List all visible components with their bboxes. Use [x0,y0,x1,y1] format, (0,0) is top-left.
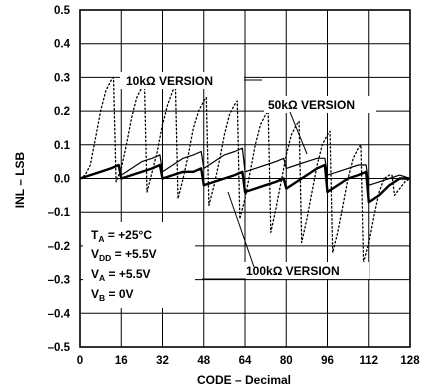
y-tick-label: 0.3 [54,72,70,84]
annotation-50k-bg [264,96,376,113]
x-tick-label: 64 [239,355,252,367]
x-tick-label: 32 [156,355,169,367]
y-tick-label: –0.5 [48,342,71,354]
grid [80,10,410,347]
y-tick-label: –0.4 [48,308,71,320]
condition-vb: VB = 0V [91,287,134,303]
annotation-50k-label: 50kΩ VERSION [268,98,355,112]
x-tick-label: 16 [115,355,128,367]
x-tick-label: 128 [400,355,420,367]
x-tick-label: 112 [359,355,378,367]
condition-ta: TA = +25°C [91,228,152,244]
annotation-100k-leader [227,191,255,268]
plot-frame [79,9,411,348]
series-100k-line [79,163,410,204]
conditions-bg [83,222,195,308]
y-tick-label: 0.5 [54,5,71,17]
x-tick-label: 80 [280,355,293,367]
annotation-100k: 100kΩ VERSION [202,191,369,280]
annotation-10k-label: 10kΩ VERSION [126,74,213,88]
series-50k-line [79,147,411,186]
annotation-50k: 50kΩ VERSION [264,96,376,155]
series-10k-line [79,76,411,264]
y-tick-label: 0.0 [54,174,70,186]
y-tick-label: 0.4 [54,39,71,51]
annotation-100k-label: 100kΩ VERSION [246,264,340,278]
y-tick-label: –0.3 [48,275,70,287]
annotation-10k: 10kΩ VERSION [120,72,262,89]
y-tick-label: 0.1 [54,140,71,152]
condition-vdd: VDD = +5.5V [91,247,157,263]
x-tick-label: 0 [77,355,83,367]
x-tick-label: 96 [321,355,334,367]
series-layer [79,76,411,264]
conditions-block: TA = +25°C VDD = +5.5V VA = +5.5V VB = 0… [83,222,195,308]
x-tick-label: 48 [197,355,210,367]
y-axis-title: INL – LSB [13,151,27,208]
condition-va: VA = +5.5V [91,267,151,283]
x-axis-title: CODE – Decimal [197,373,291,387]
annotation-100k-bg [241,262,369,279]
tick-labels: 0 16 32 48 64 80 96 112 128 0.5 0.4 0.3 0.2 0.1 0.0 –0.… [48,5,421,367]
annotation-10k-bg [120,72,244,89]
annotation-50k-leader [289,111,308,155]
y-tick-label: –0.1 [48,207,71,219]
y-tick-label: –0.2 [48,241,70,253]
y-tick-label: 0.2 [54,106,70,118]
